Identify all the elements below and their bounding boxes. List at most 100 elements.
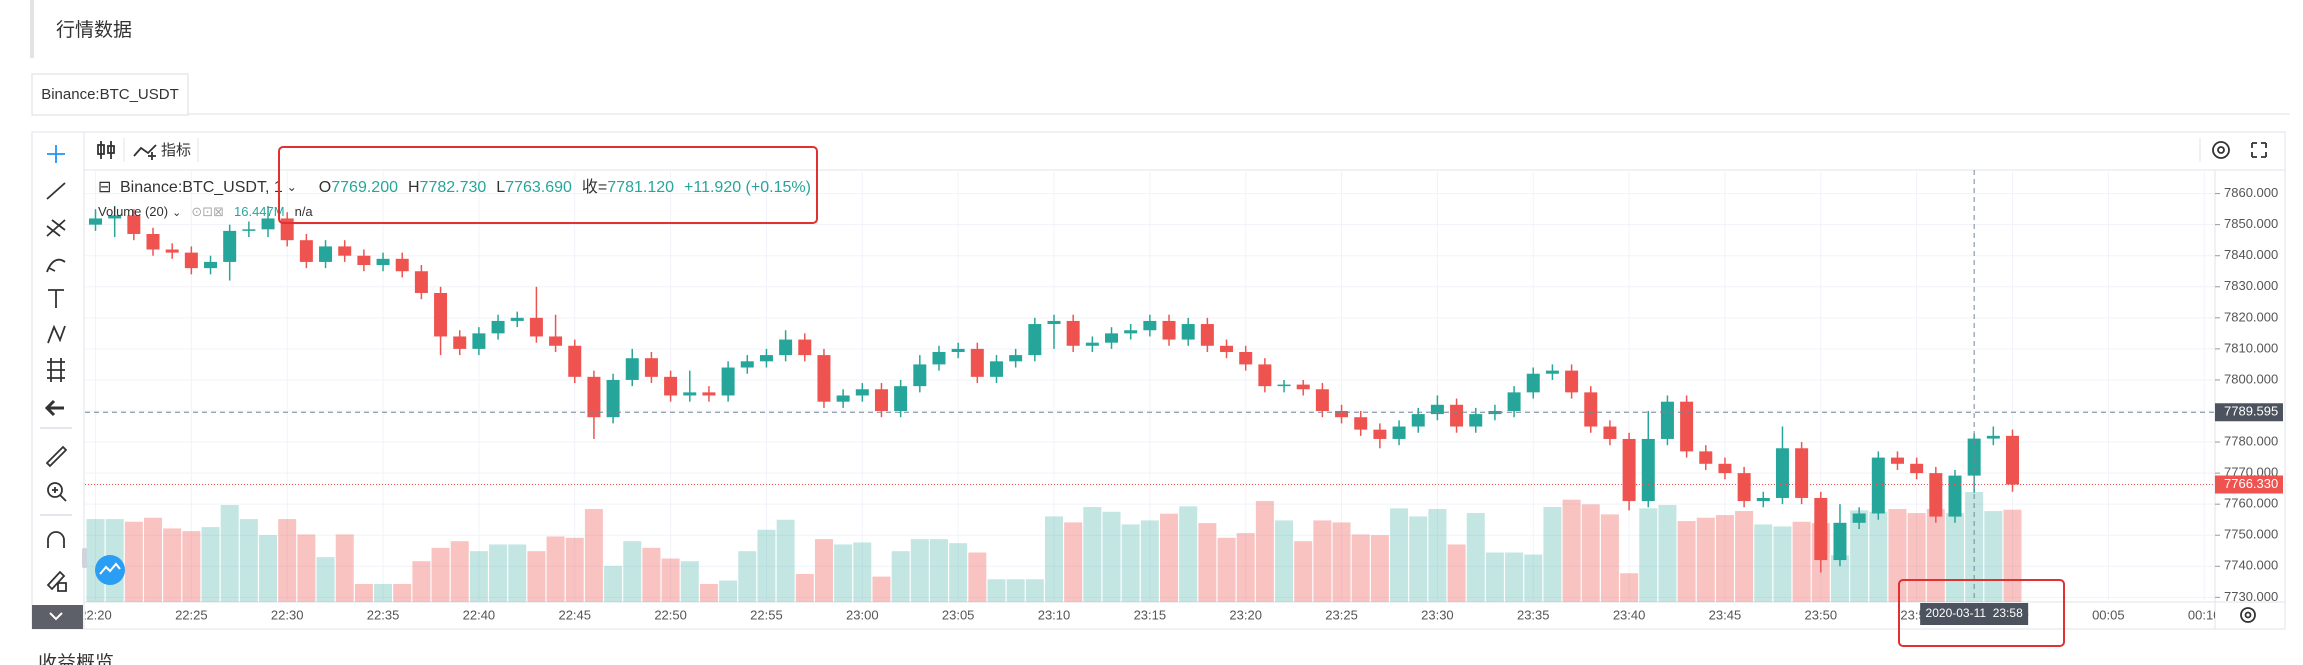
axis-settings-button[interactable] [2240, 607, 2256, 623]
crosshair-tool[interactable] [47, 145, 65, 163]
candle-body [1584, 392, 1598, 427]
legend-value: 7763.690 [505, 179, 572, 196]
candle-body [664, 376, 678, 396]
volume-icons[interactable]: ⊙⊡⊠ [191, 204, 224, 219]
chart-type-button[interactable] [97, 141, 115, 159]
magnet-tool[interactable] [47, 531, 65, 548]
candle-body [1814, 497, 1828, 561]
candle-body [798, 339, 812, 356]
pattern-tool[interactable] [47, 324, 66, 344]
volume-bar [1351, 534, 1370, 602]
brush-tool[interactable] [46, 258, 66, 273]
volume-bar [1696, 517, 1715, 602]
volume-bar [1428, 509, 1447, 602]
candle-body [223, 230, 237, 262]
resize-handle[interactable] [82, 548, 87, 568]
volume-bar [1639, 508, 1658, 602]
line-tool[interactable] [46, 182, 66, 200]
text-tool[interactable] [48, 289, 64, 308]
candle-body [606, 379, 620, 418]
plot [85, 170, 2215, 602]
fib-tool[interactable] [46, 219, 66, 237]
candle-body [1143, 320, 1157, 331]
volume-bar [508, 544, 527, 602]
candle-body [1852, 513, 1866, 523]
candle-body [1756, 497, 1770, 502]
candle-body [1392, 426, 1406, 439]
volume-bar [1715, 515, 1734, 602]
candle-body [357, 255, 371, 266]
toolbar-toggle-arrow[interactable] [49, 612, 63, 621]
candle-body [1220, 345, 1234, 352]
volume-bar [431, 547, 450, 602]
indicator-icon[interactable] [133, 144, 157, 160]
x-tick-label: 23:00 [846, 607, 879, 622]
candle-body [1124, 330, 1138, 334]
x-tick-label: 22:25 [175, 607, 208, 622]
candle-body [1680, 401, 1694, 452]
tab-label[interactable]: Binance:BTC_USDT [41, 86, 179, 103]
candle-body [453, 336, 467, 349]
lock-tool[interactable] [46, 570, 67, 592]
y-tick-label: 7730.000 [2224, 589, 2278, 604]
candle-body [951, 348, 965, 352]
y-tick-label: 7840.000 [2224, 247, 2278, 262]
volume-bar [738, 551, 757, 602]
chart-frame [31, 131, 2286, 630]
volume-bar [1447, 544, 1466, 602]
zoom-tool[interactable] [47, 482, 67, 502]
x-tick-label: 22:45 [558, 607, 591, 622]
candle-body [1085, 342, 1099, 346]
measure-tool[interactable] [47, 358, 65, 382]
x-tick-label: 23:50 [1805, 607, 1838, 622]
indicators-button[interactable]: 指标 [161, 142, 191, 159]
candle-body [1910, 463, 1924, 474]
candle-body [108, 215, 122, 219]
candle-body [299, 240, 313, 262]
candle-body [395, 258, 409, 272]
volume-bar [795, 573, 814, 602]
tab[interactable] [31, 73, 189, 116]
volume-bar [1006, 579, 1025, 602]
candle-body [434, 292, 448, 337]
volume-bar [163, 528, 182, 602]
volume-bar [278, 519, 297, 602]
volume-bar [393, 583, 412, 602]
legend-value: 7769.200 [331, 179, 398, 196]
volume-bar [814, 539, 833, 602]
back-tool[interactable] [44, 399, 64, 417]
candle-body [1200, 324, 1214, 346]
settings-button[interactable] [2212, 141, 2230, 159]
fullscreen-button[interactable] [2251, 142, 2267, 158]
volume-bar [1984, 511, 2003, 602]
candle-body [1181, 324, 1195, 340]
candle-body [1239, 351, 1253, 365]
y-tick-label: 7760.000 [2224, 496, 2278, 511]
volume-bar [1485, 552, 1504, 602]
ruler-tool[interactable] [45, 445, 68, 468]
volume-dropdown[interactable]: ⌄ [172, 207, 181, 219]
candle-body [932, 351, 946, 365]
candle-body [702, 392, 716, 396]
candle-body [836, 395, 850, 402]
volume-bar [872, 576, 891, 602]
y-tick-label: 7800.000 [2224, 371, 2278, 386]
candle-body [1354, 417, 1368, 430]
volume-bar [489, 544, 508, 602]
legend-dropdown[interactable]: ⌄ [287, 180, 297, 194]
candle-body [1775, 448, 1789, 498]
volume-bar [604, 565, 623, 602]
volume-bar [584, 509, 603, 602]
legend-collapse[interactable]: ⊟ [98, 179, 111, 196]
volume-ma: n/a [295, 204, 314, 219]
candle-body [280, 218, 294, 241]
last-price-label: 7766.330 [2224, 476, 2278, 491]
candle-body [1507, 392, 1521, 412]
volume-bar [1677, 521, 1696, 602]
x-tick-label: 23:05 [942, 607, 975, 622]
crosshair-time-tag [1920, 603, 2029, 625]
x-tick-label: 22:40 [463, 607, 496, 622]
y-tick-label: 7860.000 [2224, 185, 2278, 200]
highlight-box [1898, 579, 2065, 647]
